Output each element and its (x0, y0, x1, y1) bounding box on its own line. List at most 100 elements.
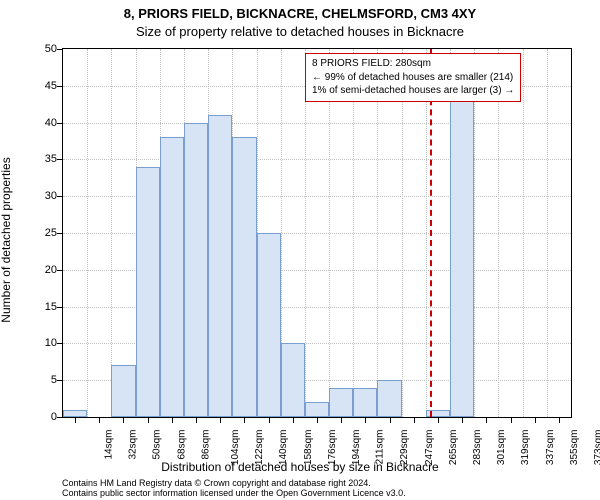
info-box-line: ← 99% of detached houses are smaller (21… (312, 71, 514, 85)
y-tick-mark (57, 417, 62, 418)
x-tick-mark (365, 418, 366, 423)
gridline-v (426, 49, 427, 417)
x-tick-mark (462, 418, 463, 423)
gridline-h (63, 159, 571, 160)
gridline-v (523, 49, 524, 417)
gridline-v (329, 49, 330, 417)
footer-line-2: Contains public sector information licen… (62, 488, 406, 498)
info-box-line: 8 PRIORS FIELD: 280sqm (312, 57, 514, 71)
x-tick-mark (172, 418, 173, 423)
chart-title-main: 8, PRIORS FIELD, BICKNACRE, CHELMSFORD, … (0, 6, 600, 21)
histogram-bar (208, 115, 232, 417)
x-tick-mark (75, 418, 76, 423)
x-tick-label: 319sqm (520, 430, 531, 466)
x-tick-label: 32sqm (128, 430, 139, 460)
y-tick-label: 45 (27, 80, 57, 92)
y-tick-label: 15 (27, 301, 57, 313)
x-tick-mark (99, 418, 100, 423)
y-tick-mark (57, 307, 62, 308)
x-axis-label: Distribution of detached houses by size … (0, 460, 600, 474)
y-tick-mark (57, 233, 62, 234)
histogram-bar (377, 380, 401, 417)
x-tick-mark (220, 418, 221, 423)
y-tick-label: 30 (27, 190, 57, 202)
x-tick-mark (414, 418, 415, 423)
x-tick-mark (196, 418, 197, 423)
y-tick-mark (57, 380, 62, 381)
x-tick-mark (535, 418, 536, 423)
histogram-bar (281, 343, 305, 417)
x-tick-label: 229sqm (399, 430, 410, 466)
x-tick-mark (269, 418, 270, 423)
y-tick-label: 50 (27, 43, 57, 55)
y-tick-mark (57, 123, 62, 124)
x-tick-mark (317, 418, 318, 423)
gridline-h (63, 123, 571, 124)
gridline-v (377, 49, 378, 417)
x-tick-label: 211sqm (375, 430, 386, 465)
histogram-bar (160, 137, 184, 417)
y-tick-mark (57, 270, 62, 271)
y-tick-label: 0 (27, 411, 57, 423)
histogram-bar (305, 402, 329, 417)
chart-title-sub: Size of property relative to detached ho… (0, 24, 600, 39)
gridline-v (547, 49, 548, 417)
y-tick-mark (57, 159, 62, 160)
histogram-bar (257, 233, 281, 417)
y-tick-mark (57, 86, 62, 87)
x-tick-label: 104sqm (230, 430, 241, 466)
y-tick-label: 25 (27, 227, 57, 239)
x-tick-label: 301sqm (496, 430, 507, 466)
x-tick-mark (341, 418, 342, 423)
histogram-bar (450, 86, 474, 417)
histogram-bar (111, 365, 135, 417)
x-tick-mark (511, 418, 512, 423)
x-tick-label: 176sqm (327, 430, 338, 466)
x-tick-label: 158sqm (303, 430, 314, 466)
x-tick-mark (390, 418, 391, 423)
y-tick-mark (57, 49, 62, 50)
x-tick-mark (438, 418, 439, 423)
reference-line (430, 49, 432, 417)
y-tick-label: 10 (27, 337, 57, 349)
x-tick-label: 140sqm (279, 430, 290, 466)
x-tick-label: 247sqm (424, 430, 435, 466)
x-tick-label: 355sqm (569, 430, 580, 466)
x-tick-label: 86sqm (200, 430, 211, 460)
gridline-v (353, 49, 354, 417)
x-tick-mark (293, 418, 294, 423)
y-tick-label: 5 (27, 374, 57, 386)
histogram-bar (353, 388, 377, 417)
gridline-v (498, 49, 499, 417)
chart-plot-area: 8 PRIORS FIELD: 280sqm← 99% of detached … (62, 48, 572, 418)
y-tick-mark (57, 196, 62, 197)
info-box-line: 1% of semi-detached houses are larger (3… (312, 84, 514, 98)
gridline-v (305, 49, 306, 417)
gridline-v (111, 49, 112, 417)
x-tick-label: 50sqm (152, 430, 163, 460)
gridline-v (402, 49, 403, 417)
y-tick-label: 35 (27, 153, 57, 165)
x-tick-mark (148, 418, 149, 423)
footer-line-1: Contains HM Land Registry data © Crown c… (62, 478, 406, 488)
x-tick-mark (559, 418, 560, 423)
gridline-v (87, 49, 88, 417)
histogram-bar (136, 167, 160, 417)
x-tick-label: 337sqm (545, 430, 556, 466)
y-tick-label: 40 (27, 117, 57, 129)
x-tick-label: 194sqm (351, 430, 362, 466)
gridline-v (474, 49, 475, 417)
x-tick-mark (486, 418, 487, 423)
histogram-bar (63, 410, 87, 417)
x-tick-mark (123, 418, 124, 423)
footer-attribution: Contains HM Land Registry data © Crown c… (62, 478, 406, 498)
histogram-bar (184, 123, 208, 417)
x-tick-label: 265sqm (448, 430, 459, 466)
info-box: 8 PRIORS FIELD: 280sqm← 99% of detached … (305, 53, 521, 102)
x-tick-label: 68sqm (176, 430, 187, 460)
x-tick-label: 14sqm (104, 430, 115, 460)
x-tick-label: 283sqm (472, 430, 483, 466)
y-tick-label: 20 (27, 264, 57, 276)
histogram-bar (232, 137, 256, 417)
x-tick-mark (244, 418, 245, 423)
